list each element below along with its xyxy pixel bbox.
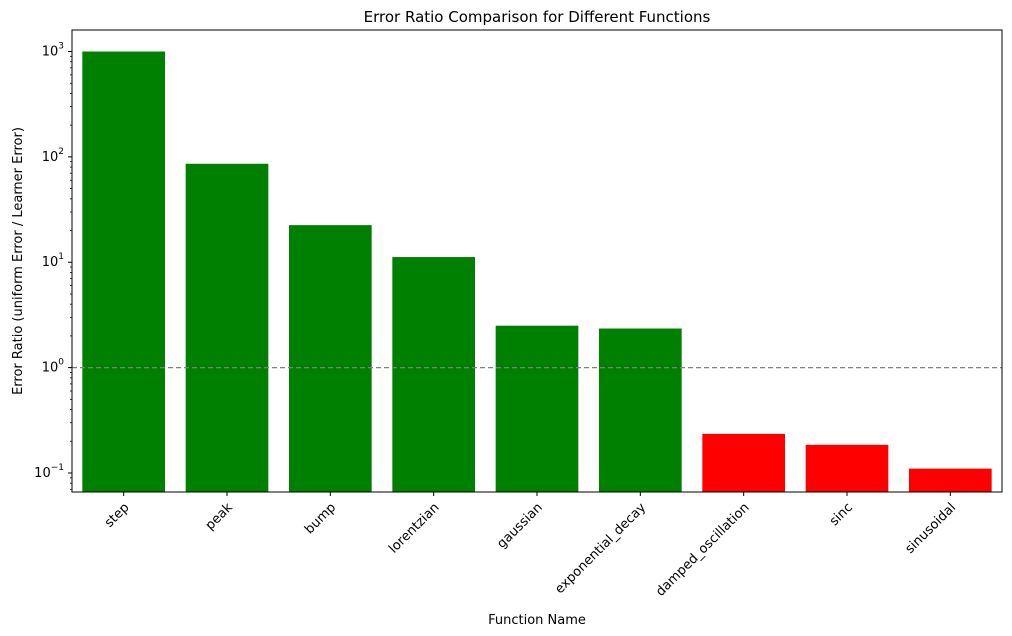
x-tick-label: sinc bbox=[827, 500, 856, 529]
bars-layer bbox=[82, 51, 992, 492]
bar-step bbox=[82, 51, 165, 492]
y-tick-label: 101 bbox=[42, 252, 64, 270]
x-tick-label: exponential_decay bbox=[552, 500, 649, 597]
y-tick-label: 103 bbox=[42, 42, 64, 60]
x-tick-label: lorentzian bbox=[386, 500, 442, 556]
bar-sinusoidal bbox=[909, 468, 992, 492]
bar-peak bbox=[185, 163, 269, 492]
bar-exponential-decay bbox=[599, 328, 682, 492]
bar-gaussian bbox=[495, 325, 579, 492]
x-tick-label: peak bbox=[203, 500, 236, 533]
y-tick-label: 102 bbox=[42, 147, 64, 165]
x-tick-label: bump bbox=[302, 500, 339, 537]
bar-bump bbox=[289, 225, 372, 492]
y-tick-label: 100 bbox=[42, 358, 65, 376]
x-tick-label: sinusoidal bbox=[903, 500, 960, 557]
x-tick-label: gaussian bbox=[494, 500, 545, 551]
bar-damped-oscillation bbox=[702, 433, 785, 492]
chart-title: Error Ratio Comparison for Different Fun… bbox=[364, 8, 711, 26]
y-axis-label: Error Ratio (uniform Error / Learner Err… bbox=[11, 127, 26, 395]
bar-sinc bbox=[805, 444, 889, 492]
y-ticks-layer: 10−1 100 101 102 103 bbox=[34, 42, 72, 490]
x-tick-label: step bbox=[102, 500, 132, 530]
x-ticks-layer: step peak bump lorentzian gaussian exponentia… bbox=[102, 492, 959, 600]
y-tick-label: 10−1 bbox=[34, 463, 64, 481]
plot-frame bbox=[71, 29, 1003, 493]
x-tick-label: damped_oscillation bbox=[653, 500, 752, 599]
bar-lorentzian bbox=[392, 257, 475, 492]
x-axis-label: Function Name bbox=[488, 613, 586, 628]
